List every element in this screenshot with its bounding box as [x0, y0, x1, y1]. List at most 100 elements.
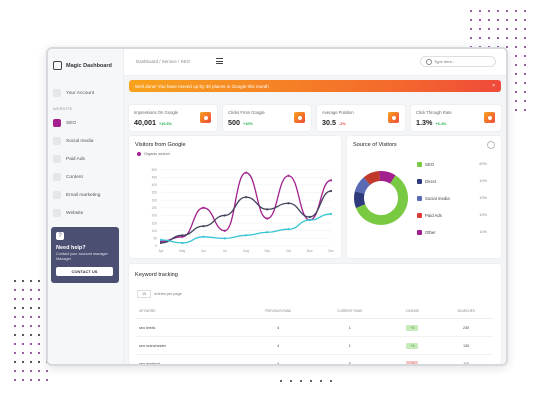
- table-row[interactable]: seo leeds 4 1 +3 230: [135, 318, 493, 337]
- data-point[interactable]: [266, 217, 269, 220]
- data-point[interactable]: [202, 206, 205, 209]
- sidebar-item-label: Social media: [66, 138, 94, 144]
- column-header-searches[interactable]: SEARCHES: [439, 304, 493, 319]
- breadcrumb[interactable]: Dashboard / Service / SEO: [136, 59, 191, 64]
- change-badge: -1: [406, 360, 419, 364]
- column-header-change[interactable]: CHANGE: [385, 304, 440, 319]
- donut-slice-seo[interactable]: [355, 175, 408, 225]
- help-text: Contact your account manager Manager: [56, 252, 108, 261]
- source-row[interactable]: Paid Ads 10%: [417, 213, 487, 219]
- data-point[interactable]: [223, 214, 226, 217]
- data-point[interactable]: [329, 189, 333, 193]
- hamburger-menu-icon[interactable]: [216, 58, 223, 64]
- sidebar-item-account[interactable]: Your Account: [53, 89, 94, 97]
- per-page-select[interactable]: 15: [137, 290, 152, 298]
- data-point[interactable]: [181, 234, 184, 237]
- sidebar-item-social-media[interactable]: Social media: [53, 137, 93, 145]
- data-point[interactable]: [266, 231, 269, 234]
- decorative-dot: [506, 46, 508, 48]
- column-header-previous-rank[interactable]: PREVIOUS RANK: [242, 304, 314, 319]
- sidebar-item-seo[interactable]: SEO: [53, 119, 76, 127]
- data-point[interactable]: [223, 237, 226, 240]
- sidebar-item-label: Email marketing: [66, 192, 101, 198]
- sidebar-item-email-marketing[interactable]: Email marketing: [53, 191, 100, 199]
- data-point[interactable]: [287, 228, 290, 231]
- decorative-dot: [524, 64, 526, 66]
- stat-value: 500 +10%: [228, 118, 253, 127]
- data-point[interactable]: [244, 171, 248, 174]
- decorative-dot: [488, 19, 490, 21]
- decorative-dot: [300, 380, 302, 382]
- sidebar-item-content[interactable]: Content: [53, 173, 83, 181]
- data-point[interactable]: [181, 241, 184, 245]
- decorative-dot: [30, 298, 32, 300]
- contact-us-button[interactable]: CONTACT US: [56, 267, 113, 276]
- data-point[interactable]: [308, 215, 311, 219]
- searches-cell: 230: [439, 318, 493, 337]
- y-tick-label: 100: [152, 229, 158, 233]
- data-point[interactable]: [159, 240, 163, 243]
- donut-slice-direct[interactable]: [354, 191, 366, 208]
- decorative-dot: [515, 55, 517, 57]
- decorative-dot: [330, 380, 332, 382]
- stat-label: Impressions On Google: [134, 110, 178, 115]
- decorative-dot: [14, 280, 16, 282]
- visitors-line-chart: 0 50 100 150 200 250 300 350 400 450 500 Apr May Jun J…: [152, 168, 335, 253]
- source-row[interactable]: Direct 10%: [417, 179, 487, 185]
- sidebar-item-label: SEO: [66, 120, 77, 126]
- search-input[interactable]: [434, 58, 489, 65]
- column-header-keyword[interactable]: KEYWORD: [135, 304, 243, 319]
- data-point[interactable]: [159, 238, 163, 241]
- curr-rank-cell: 1: [313, 318, 386, 337]
- stat-delta: +6.4%: [435, 122, 447, 126]
- data-point[interactable]: [329, 212, 333, 216]
- decorative-dot: [497, 28, 499, 30]
- data-point[interactable]: [202, 225, 205, 228]
- app-logo[interactable]: Magic Dashboard: [53, 61, 112, 70]
- data-point[interactable]: [308, 218, 311, 222]
- data-point[interactable]: [329, 179, 333, 182]
- table-row[interactable]: seo england 4 5 -1 110: [135, 354, 493, 364]
- decorative-dot: [479, 28, 481, 30]
- data-point[interactable]: [287, 174, 290, 177]
- decorative-dot: [22, 370, 24, 372]
- decorative-dot: [30, 379, 32, 381]
- sources-donut-chart: [354, 171, 408, 225]
- column-header-current-rank[interactable]: CURRENT RANK: [313, 304, 386, 319]
- donut-slice-other[interactable]: [379, 171, 396, 184]
- source-row[interactable]: SEO 60%: [417, 162, 487, 168]
- source-row[interactable]: Social media 10%: [417, 196, 487, 202]
- decorative-dot: [497, 10, 499, 12]
- decorative-dot: [38, 298, 40, 300]
- donut-slice-paid-ads[interactable]: [363, 171, 381, 186]
- data-point[interactable]: [159, 241, 163, 245]
- source-row[interactable]: Other 10%: [417, 230, 487, 236]
- data-point[interactable]: [287, 202, 290, 205]
- decorative-dot: [30, 307, 32, 309]
- decorative-dot: [479, 19, 481, 21]
- info-icon[interactable]: [487, 141, 495, 149]
- data-point[interactable]: [223, 229, 226, 232]
- y-tick-label: 0: [155, 244, 157, 248]
- sidebar-item-label: Paid Ads: [66, 156, 85, 162]
- decorative-dot: [280, 380, 282, 382]
- data-point[interactable]: [202, 235, 205, 238]
- decorative-dot: [524, 19, 526, 21]
- data-point[interactable]: [244, 196, 248, 199]
- table-row[interactable]: seo manchester 4 1 +3 130: [135, 336, 493, 355]
- data-point[interactable]: [181, 235, 184, 238]
- decorative-dot: [30, 325, 32, 327]
- close-icon[interactable]: ×: [492, 83, 495, 89]
- source-label: Other: [425, 230, 436, 235]
- data-point[interactable]: [244, 234, 248, 237]
- donut-slice-social-media[interactable]: [354, 177, 371, 195]
- sidebar-item-paid-ads[interactable]: Paid Ads: [53, 155, 85, 163]
- sidebar-item-website[interactable]: Website: [53, 209, 83, 217]
- source-label: Paid Ads: [425, 213, 442, 218]
- data-point[interactable]: [266, 208, 269, 211]
- sidebar-item-label: Content: [66, 174, 83, 180]
- decorative-dot: [515, 100, 517, 102]
- decorative-dot: [290, 380, 292, 382]
- source-percent: 10%: [479, 196, 487, 200]
- decorative-dot: [22, 316, 24, 318]
